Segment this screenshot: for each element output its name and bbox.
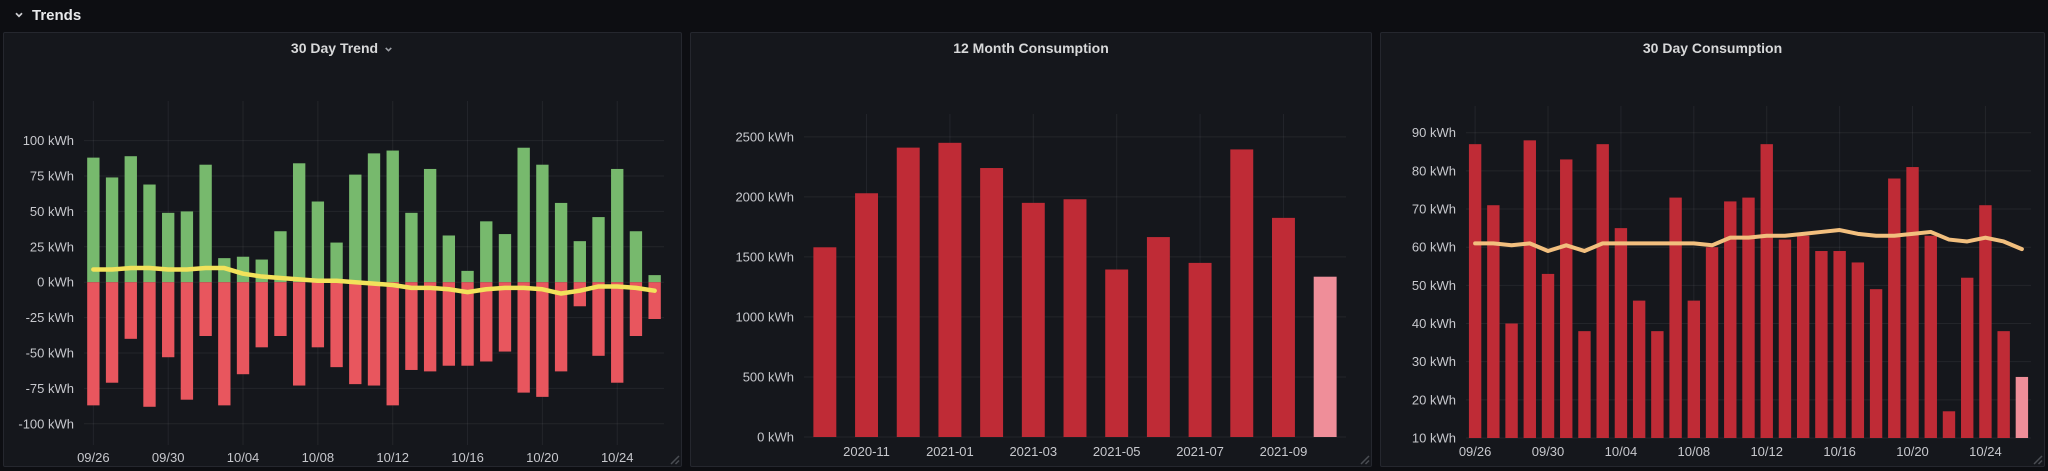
svg-text:09/30: 09/30 <box>152 450 185 465</box>
svg-text:10/12: 10/12 <box>376 450 409 465</box>
svg-text:100 kWh: 100 kWh <box>23 133 74 148</box>
svg-text:09/30: 09/30 <box>1532 444 1565 459</box>
svg-text:10/12: 10/12 <box>1750 444 1783 459</box>
svg-text:10/20: 10/20 <box>1896 444 1929 459</box>
svg-text:-100 kWh: -100 kWh <box>18 416 74 431</box>
chevron-down-icon <box>15 12 23 18</box>
svg-text:2021-09: 2021-09 <box>1260 444 1308 459</box>
svg-text:2021-07: 2021-07 <box>1176 444 1224 459</box>
panel-resize-handle[interactable] <box>668 453 680 465</box>
svg-text:60 kWh: 60 kWh <box>1412 240 1456 255</box>
svg-text:10 kWh: 10 kWh <box>1412 431 1456 446</box>
svg-text:2021-01: 2021-01 <box>926 444 974 459</box>
section-row-trends[interactable]: Trends <box>0 0 81 30</box>
svg-text:2500 kWh: 2500 kWh <box>735 129 794 144</box>
svg-text:09/26: 09/26 <box>77 450 110 465</box>
svg-text:500 kWh: 500 kWh <box>743 369 794 384</box>
svg-text:09/26: 09/26 <box>1459 444 1492 459</box>
svg-text:1500 kWh: 1500 kWh <box>735 249 794 264</box>
chart-30-day-consumption[interactable]: 90 kWh 80 kWh 70 kWh 60 kWh 50 kWh 40 kWh 30 k… <box>1381 33 2044 466</box>
svg-text:-75 kWh: -75 kWh <box>26 381 74 396</box>
svg-text:0 kWh: 0 kWh <box>757 430 794 445</box>
svg-text:2000 kWh: 2000 kWh <box>735 189 794 204</box>
panel-header-30-day-consumption[interactable]: 30 Day Consumption <box>1381 33 2044 63</box>
panel-title: 30 Day Consumption <box>1642 40 1783 56</box>
svg-text:90 kWh: 90 kWh <box>1412 125 1456 140</box>
panel-title: 12 Month Consumption <box>953 40 1109 56</box>
section-title: Trends <box>32 6 82 24</box>
svg-text:40 kWh: 40 kWh <box>1412 316 1456 331</box>
panel-header-30-day-trend[interactable]: 30 Day Trend <box>4 33 681 63</box>
panel-resize-handle[interactable] <box>2031 453 2043 465</box>
svg-text:10/04: 10/04 <box>1605 444 1638 459</box>
svg-text:1000 kWh: 1000 kWh <box>735 309 794 324</box>
svg-text:0 kWh: 0 kWh <box>37 275 74 290</box>
panel-menu-chevron-down-icon[interactable] <box>383 44 394 55</box>
svg-text:10/08: 10/08 <box>1678 444 1711 459</box>
panel-30-day-trend: 30 Day Trend 100 kWh 75 kWh 50 kWh 25 kWh 0 … <box>3 32 682 467</box>
panel-header-12-month-consumption[interactable]: 12 Month Consumption <box>691 33 1371 63</box>
svg-text:10/16: 10/16 <box>1823 444 1856 459</box>
panel-resize-handle[interactable] <box>1358 453 1370 465</box>
chart-30-day-trend[interactable]: 100 kWh 75 kWh 50 kWh 25 kWh 0 kWh -25 kWh -50… <box>4 33 681 466</box>
svg-text:80 kWh: 80 kWh <box>1412 163 1456 178</box>
svg-text:10/20: 10/20 <box>526 450 559 465</box>
svg-text:10/08: 10/08 <box>302 450 335 465</box>
svg-text:25 kWh: 25 kWh <box>30 239 74 254</box>
svg-text:2021-03: 2021-03 <box>1009 444 1057 459</box>
panel-title: 30 Day Trend <box>290 40 379 56</box>
svg-text:50 kWh: 50 kWh <box>30 204 74 219</box>
svg-text:30 kWh: 30 kWh <box>1412 354 1456 369</box>
panel-12-month-consumption: 12 Month Consumption 2500 kWh 2000 kWh 150… <box>690 32 1372 467</box>
svg-text:50 kWh: 50 kWh <box>1412 278 1456 293</box>
svg-text:20 kWh: 20 kWh <box>1412 392 1456 407</box>
svg-text:75 kWh: 75 kWh <box>30 169 74 184</box>
svg-text:2020-11: 2020-11 <box>843 444 890 459</box>
chart-12-month-consumption[interactable]: 2500 kWh 2000 kWh 1500 kWh 1000 kWh 500 kWh 0… <box>691 33 1371 466</box>
svg-text:10/24: 10/24 <box>601 450 634 465</box>
svg-text:10/24: 10/24 <box>1969 444 2002 459</box>
svg-text:70 kWh: 70 kWh <box>1412 202 1456 217</box>
svg-text:2021-05: 2021-05 <box>1093 444 1141 459</box>
svg-text:-50 kWh: -50 kWh <box>26 345 74 360</box>
svg-text:-25 kWh: -25 kWh <box>26 310 74 325</box>
svg-text:10/04: 10/04 <box>227 450 260 465</box>
svg-text:10/16: 10/16 <box>451 450 484 465</box>
panel-30-day-consumption: 30 Day Consumption 90 kWh 80 kWh 70 kWh 60 … <box>1380 32 2045 467</box>
